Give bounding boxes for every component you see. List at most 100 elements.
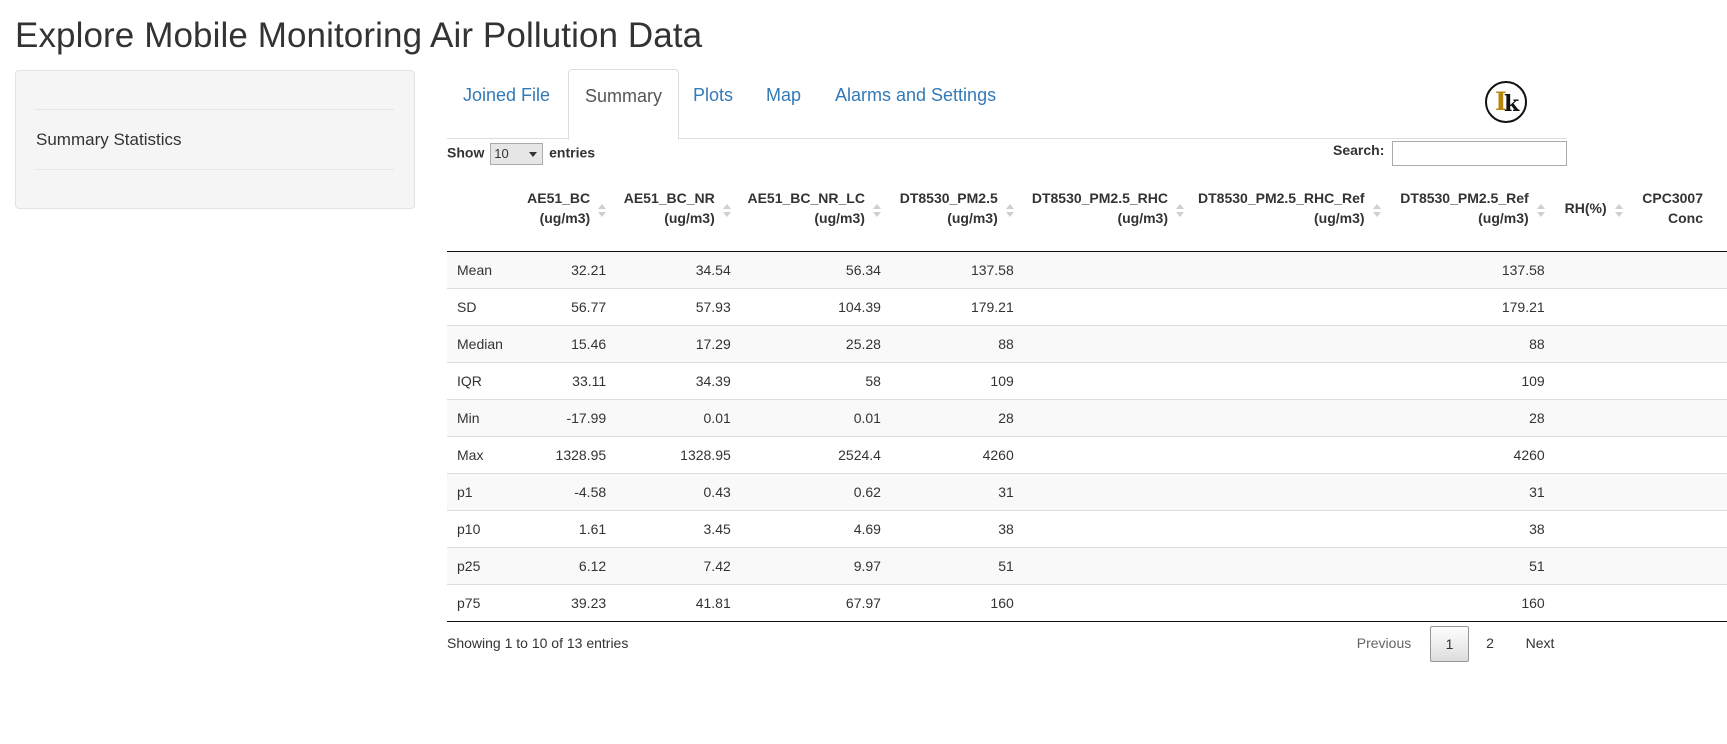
table-cell bbox=[1552, 509, 1631, 547]
tab-joined-file[interactable]: Joined File bbox=[463, 85, 551, 105]
column-header[interactable]: AE51_BC_NR (ug/m3) bbox=[614, 178, 739, 252]
row-label-cell: Mean bbox=[447, 251, 515, 288]
page-title: Explore Mobile Monitoring Air Pollution … bbox=[15, 16, 703, 55]
table-cell: 51 bbox=[888, 546, 1022, 584]
table-cell bbox=[1630, 324, 1727, 362]
table-cell bbox=[1021, 435, 1193, 473]
table-cell: 1.61 bbox=[514, 509, 615, 547]
table-row: Max 1328.95 1328.95 2524.4 4260 4260 bbox=[447, 435, 1727, 473]
table-cell: 34.54 bbox=[614, 251, 739, 288]
table-cell: 25.28 bbox=[738, 324, 889, 362]
table-cell bbox=[1021, 472, 1193, 510]
table-cell bbox=[1192, 361, 1389, 399]
table-row: Min -17.99 0.01 0.01 28 28 bbox=[447, 398, 1727, 436]
table-cell: 39.23 bbox=[514, 583, 615, 622]
table-cell bbox=[1021, 287, 1193, 325]
table-cell: 38 bbox=[888, 509, 1022, 547]
column-header[interactable]: AE51_BC (ug/m3) bbox=[514, 178, 615, 252]
table-cell bbox=[1552, 324, 1631, 362]
row-label-cell: p25 bbox=[447, 546, 515, 584]
row-label-cell: SD bbox=[447, 287, 515, 325]
table-cell bbox=[1630, 251, 1727, 288]
sort-icon bbox=[1176, 203, 1185, 219]
table-info: Showing 1 to 10 of 13 entries bbox=[447, 635, 629, 651]
row-label-cell: p75 bbox=[447, 583, 515, 622]
table-cell bbox=[1021, 583, 1193, 622]
sort-icon bbox=[872, 203, 881, 219]
show-label: Show bbox=[447, 144, 485, 161]
sort-icon bbox=[1614, 203, 1623, 219]
table-cell: 3.45 bbox=[614, 509, 739, 547]
tab-summary[interactable]: Summary bbox=[568, 69, 680, 140]
tab-alarms-and-settings[interactable]: Alarms and Settings bbox=[835, 85, 997, 105]
table-cell bbox=[1630, 583, 1727, 622]
length-control: Show 10 entries bbox=[447, 143, 595, 165]
row-label-cell: p1 bbox=[447, 472, 515, 510]
row-label-cell: Median bbox=[447, 324, 515, 362]
table-row: Median 15.46 17.29 25.28 88 88 bbox=[447, 324, 1727, 362]
table-cell bbox=[1552, 361, 1631, 399]
tab-bar: Joined File Summary Plots Map Alarms and… bbox=[447, 69, 1567, 140]
column-header[interactable]: RH(%) bbox=[1552, 178, 1631, 252]
table-cell: 109 bbox=[888, 361, 1022, 399]
table-cell bbox=[1192, 251, 1389, 288]
table-cell: -17.99 bbox=[514, 398, 615, 436]
table-cell: 9.97 bbox=[738, 546, 889, 584]
table-cell bbox=[1630, 509, 1727, 547]
table-cell bbox=[1192, 472, 1389, 510]
column-header[interactable]: CPC3007 Conc bbox=[1630, 178, 1727, 252]
table-cell bbox=[1552, 435, 1631, 473]
column-header[interactable]: DT8530_PM2.5_RHC_Ref (ug/m3) bbox=[1192, 178, 1389, 252]
tab-map[interactable]: Map bbox=[766, 85, 802, 105]
row-label-cell: Max bbox=[447, 435, 515, 473]
table-cell: 41.81 bbox=[614, 583, 739, 622]
table-cell: 109 bbox=[1388, 361, 1553, 399]
sort-icon bbox=[1005, 203, 1014, 219]
column-header[interactable]: AE51_BC_NR_LC (ug/m3) bbox=[738, 178, 889, 252]
table-cell: 0.62 bbox=[738, 472, 889, 510]
table-cell: 160 bbox=[888, 583, 1022, 622]
table-row: p1 -4.58 0.43 0.62 31 31 bbox=[447, 472, 1727, 510]
sort-icon bbox=[1536, 203, 1545, 219]
table-cell: 1328.95 bbox=[614, 435, 739, 473]
entries-label: entries bbox=[549, 144, 596, 161]
next-page-button[interactable]: Next bbox=[1525, 635, 1555, 651]
table-cell bbox=[1192, 546, 1389, 584]
length-select-value: 10 bbox=[494, 146, 509, 161]
table-cell bbox=[1192, 509, 1389, 547]
table-row: p75 39.23 41.81 67.97 160 160 bbox=[447, 583, 1727, 622]
sidebar-divider bbox=[35, 109, 394, 110]
search-input[interactable] bbox=[1392, 141, 1567, 166]
table-cell: 137.58 bbox=[1388, 251, 1553, 288]
previous-page-button[interactable]: Previous bbox=[1356, 635, 1412, 651]
column-header[interactable]: DT8530_PM2.5 (ug/m3) bbox=[888, 178, 1022, 252]
table-cell: 0.01 bbox=[614, 398, 739, 436]
table-cell: 67.97 bbox=[738, 583, 889, 622]
search-label: Search: bbox=[1333, 142, 1385, 158]
table-cell: 28 bbox=[1388, 398, 1553, 436]
column-header[interactable]: DT8530_PM2.5_Ref (ug/m3) bbox=[1388, 178, 1553, 252]
table-cell bbox=[1630, 361, 1727, 399]
page-1-button[interactable]: 1 bbox=[1430, 626, 1469, 662]
table-cell: 104.39 bbox=[738, 287, 889, 325]
entries-length-select[interactable]: 10 bbox=[490, 143, 544, 165]
page-2-button[interactable]: 2 bbox=[1486, 635, 1494, 651]
tab-plots[interactable]: Plots bbox=[693, 85, 734, 105]
table-cell bbox=[1021, 509, 1193, 547]
table-cell: 17.29 bbox=[614, 324, 739, 362]
table-header-row: AE51_BC (ug/m3) AE51_BC_NR (ug/m3) AE51_BC… bbox=[447, 178, 1727, 252]
sidebar-label: Summary Statistics bbox=[36, 130, 182, 149]
table-cell bbox=[1630, 435, 1727, 473]
table-row: p10 1.61 3.45 4.69 38 38 bbox=[447, 509, 1727, 547]
column-header[interactable]: DT8530_PM2.5_RHC (ug/m3) bbox=[1021, 178, 1193, 252]
table-cell: 56.34 bbox=[738, 251, 889, 288]
table-cell: 31 bbox=[1388, 472, 1553, 510]
table-cell bbox=[1630, 472, 1727, 510]
table-cell: 88 bbox=[1388, 324, 1553, 362]
table-cell bbox=[1192, 287, 1389, 325]
table-cell bbox=[1552, 472, 1631, 510]
table-cell: 34.39 bbox=[614, 361, 739, 399]
table-row: IQR 33.11 34.39 58 109 109 bbox=[447, 361, 1727, 399]
table-cell bbox=[1552, 398, 1631, 436]
column-header bbox=[447, 178, 515, 252]
